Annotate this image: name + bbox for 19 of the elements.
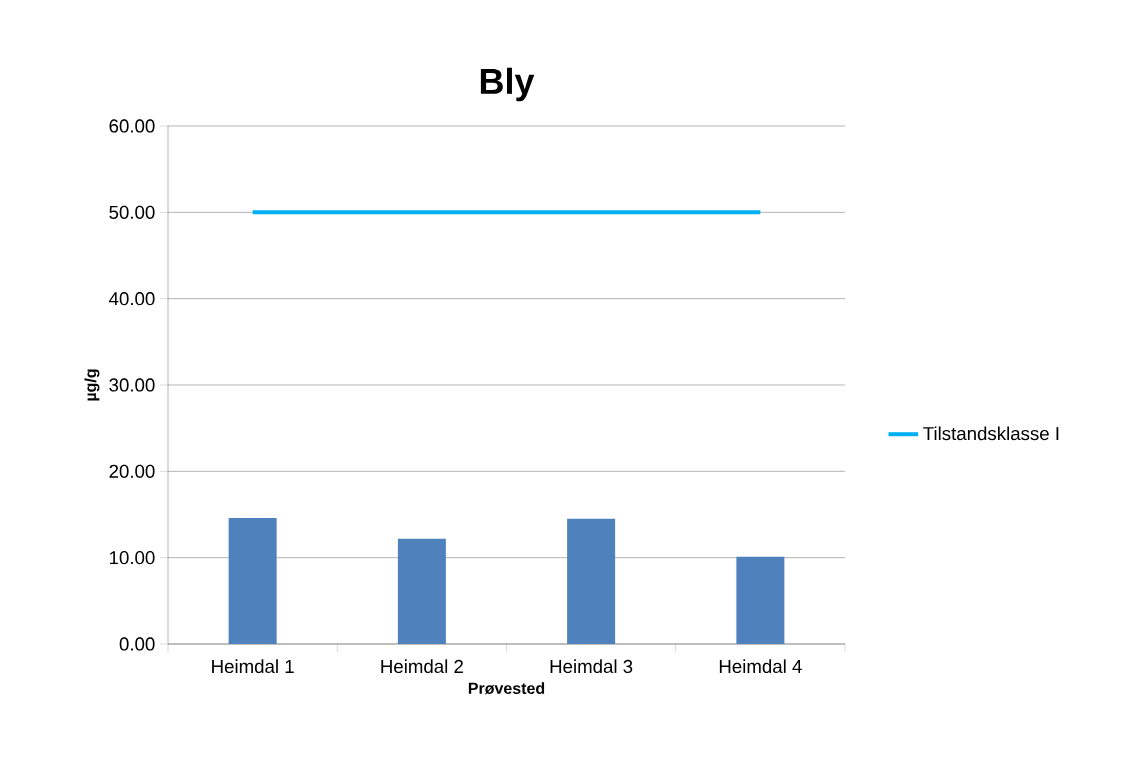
legend-label: Tilstandsklasse I (923, 426, 1059, 441)
y-tick-label: 50.00 (109, 205, 155, 219)
bar (228, 517, 277, 644)
y-tick-label: 0.00 (119, 637, 155, 651)
x-tick-label: Heimdal 2 (381, 659, 463, 674)
chart-title: Bly (480, 67, 535, 102)
y-tick-label: 30.00 (109, 378, 155, 392)
x-tick-label: Heimdal 3 (550, 659, 633, 674)
bar (567, 518, 616, 644)
bar (736, 556, 785, 644)
y-tick-label: 60.00 (109, 119, 155, 133)
y-axis-title: µg/g (84, 369, 100, 401)
y-tick-label: 40.00 (109, 292, 155, 306)
x-axis-title: Prøvested (468, 682, 545, 695)
y-tick-label: 20.00 (109, 464, 155, 478)
x-tick-label: Heimdal 1 (212, 659, 294, 674)
x-tick-label: Heimdal 4 (719, 659, 802, 674)
bar (397, 538, 446, 644)
y-tick-label: 10.00 (110, 551, 155, 565)
